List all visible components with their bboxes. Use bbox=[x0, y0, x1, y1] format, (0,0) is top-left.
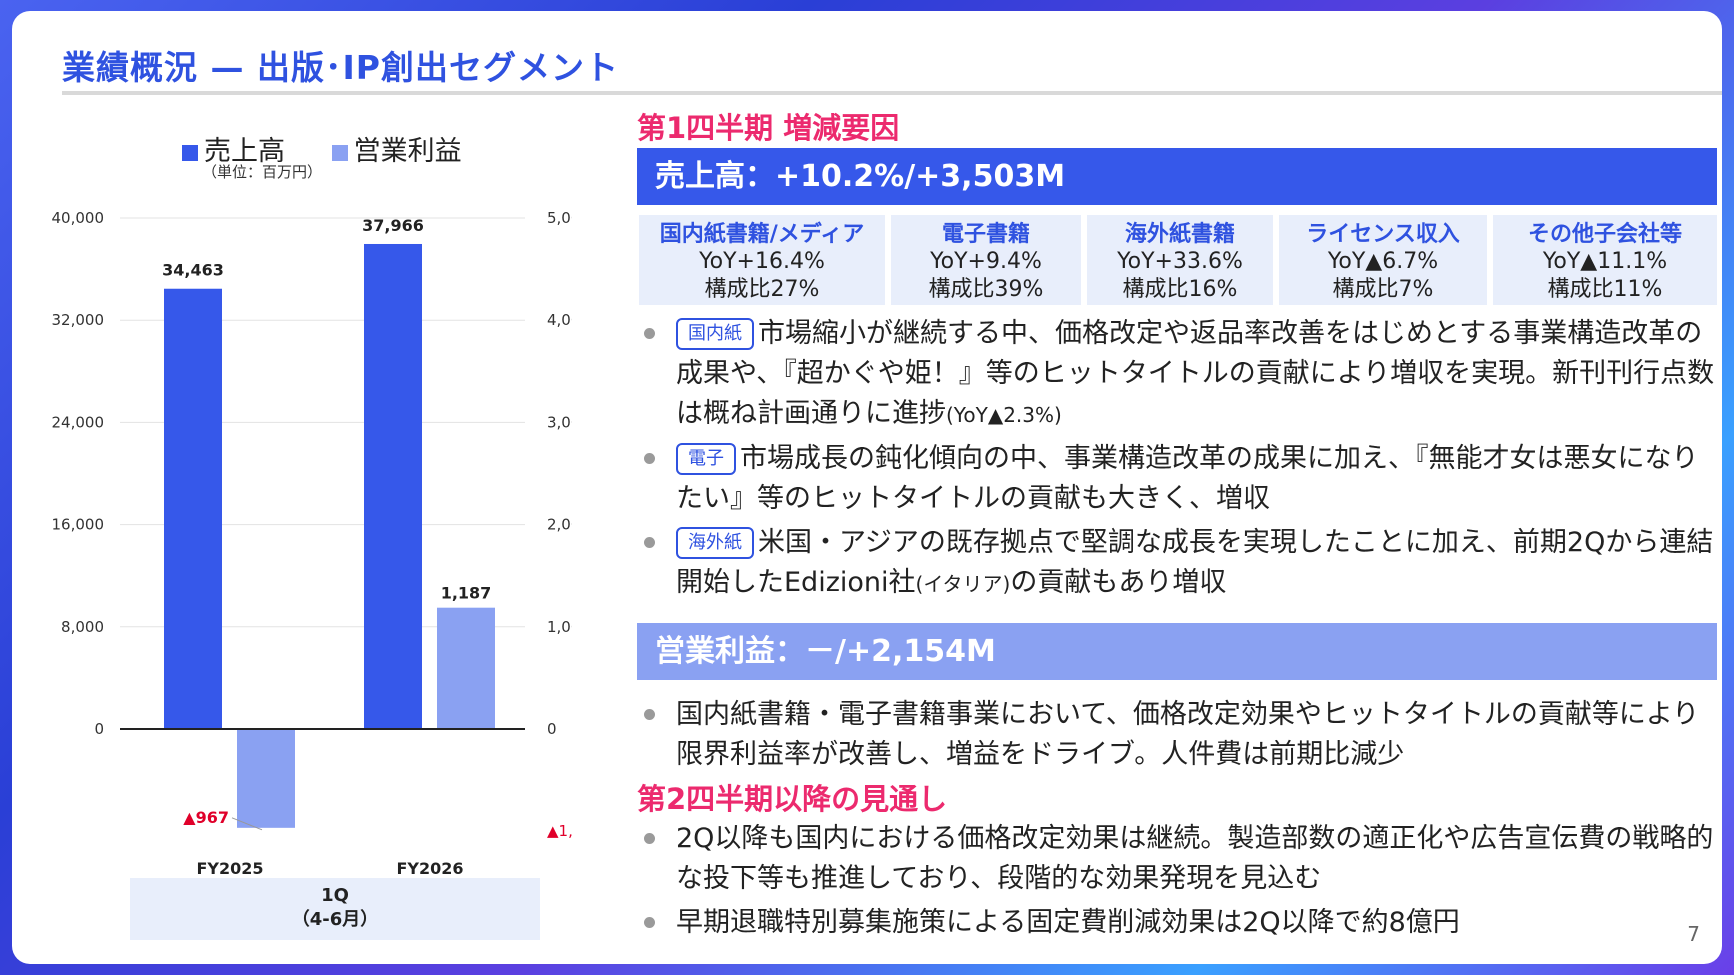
page-title: 業績概況 — 出版･IP創出セグメント bbox=[62, 48, 619, 87]
legend-label-op: 営業利益 bbox=[353, 136, 462, 167]
category-share: 構成比39% bbox=[928, 277, 1044, 302]
bullet-domestic: 国内紙 市場縮小が継続する中、価格改定や返品率改善をはじめとする事業構造改革の成果… bbox=[640, 314, 1720, 435]
category-row: 国内紙書籍/メディア YoY+16.4% 構成比27% 電子書籍 YoY+9.4… bbox=[639, 215, 1717, 305]
category-domestic-print: 国内紙書籍/メディア YoY+16.4% 構成比27% bbox=[639, 215, 885, 305]
title-divider bbox=[62, 91, 1722, 95]
bar-sales bbox=[364, 243, 422, 729]
data-label-op: ▲967 bbox=[183, 808, 229, 827]
right-tick-label: 4,000 bbox=[547, 311, 572, 329]
bullet-text: 米国・アジアの既存拠点で堅調な成長を実現したことに加え、前期2Qから連結開始した… bbox=[676, 527, 1714, 598]
bar-chart: 0 8,000 16,000 24,000 32,000 40,000 ▲1,000 0 1,0… bbox=[52, 209, 573, 878]
category-share: 構成比11% bbox=[1547, 277, 1663, 302]
right-tick-label: 0 bbox=[547, 720, 557, 738]
op-head: 営業利益：－/+2,154M bbox=[637, 623, 1717, 680]
tag-overseas: 海外紙 bbox=[676, 527, 754, 559]
left-tick-label: 24,000 bbox=[52, 413, 105, 431]
category-name: 海外紙書籍 bbox=[1124, 222, 1235, 247]
category-ebook: 電子書籍 YoY+9.4% 構成比39% bbox=[891, 215, 1081, 305]
tag-ebook: 電子 bbox=[676, 443, 736, 475]
left-tick-label: 16,000 bbox=[52, 516, 105, 534]
category-share: 構成比7% bbox=[1332, 277, 1434, 302]
right-tick-label: 2,000 bbox=[547, 516, 572, 534]
outlook-bullet: 2Q以降も国内における価格改定効果は継続。製造部数の適正化や広告宣伝費の戦略的な… bbox=[640, 819, 1720, 899]
bullet-text: 市場成長の鈍化傾向の中、事業構造改革の成果に加え、『無能才女は悪女になりたい』等… bbox=[676, 443, 1699, 514]
category-label: FY2026 bbox=[396, 859, 463, 878]
sales-bullets: 国内紙 市場縮小が継続する中、価格改定や返品率改善をはじめとする事業構造改革の成果… bbox=[640, 314, 1720, 604]
data-label-sales: 34,463 bbox=[162, 261, 224, 280]
sales-head: 売上高：+10.2%/+3,503M bbox=[637, 148, 1717, 205]
category-yoy: YoY+16.4% bbox=[699, 249, 825, 274]
slide: 業績概況 — 出版･IP創出セグメント 売上高 営業利益 （単位：百万円） 0 8… bbox=[12, 11, 1722, 964]
category-license: ライセンス収入 YoY▲6.7% 構成比7% bbox=[1279, 215, 1487, 305]
page-number: 7 bbox=[1687, 922, 1700, 946]
right-tick-label: 3,000 bbox=[547, 413, 572, 431]
legend-item-sales: 売上高 bbox=[182, 129, 285, 168]
outlook-heading: 第2四半期以降の見通し bbox=[637, 782, 948, 816]
legend-swatch-sales bbox=[182, 144, 198, 161]
category-overseas-print: 海外紙書籍 YoY+33.6% 構成比16% bbox=[1087, 215, 1273, 305]
data-label-sales: 37,966 bbox=[362, 216, 424, 235]
bullet-ebook: 電子 市場成長の鈍化傾向の中、事業構造改革の成果に加え、『無能才女は悪女になりたい… bbox=[640, 439, 1720, 519]
period-box: 1Q （4-6月） bbox=[130, 878, 540, 940]
data-label-leader bbox=[231, 817, 263, 831]
category-yoy: YoY▲11.1% bbox=[1542, 249, 1668, 274]
period-label: 1Q bbox=[321, 885, 349, 906]
category-name: ライセンス収入 bbox=[1306, 222, 1460, 247]
chart-unit: （単位：百万円） bbox=[202, 163, 323, 181]
left-tick-label: 0 bbox=[94, 720, 104, 738]
legend-item-op: 営業利益 bbox=[331, 129, 462, 168]
legend-swatch-op bbox=[331, 144, 348, 161]
bullet-note: (YoY▲2.3%) bbox=[946, 403, 1062, 427]
left-tick-label: 40,000 bbox=[52, 209, 105, 227]
category-other: その他子会社等 YoY▲11.1% 構成比11% bbox=[1493, 215, 1717, 305]
category-name: その他子会社等 bbox=[1527, 222, 1682, 247]
tag-domestic: 国内紙 bbox=[676, 318, 754, 350]
op-bullet: 国内紙書籍・電子書籍事業において、価格改定効果やヒットタイトルの貢献等により限界… bbox=[640, 695, 1720, 775]
period-sub: （4-6月） bbox=[291, 909, 379, 930]
category-share: 構成比16% bbox=[1122, 277, 1238, 302]
category-yoy: YoY+9.4% bbox=[930, 249, 1042, 274]
chart-legend: 売上高 営業利益 bbox=[182, 129, 500, 168]
bar-sales bbox=[164, 288, 222, 729]
category-share: 構成比27% bbox=[704, 277, 820, 302]
category-name: 国内紙書籍/メディア bbox=[659, 222, 865, 247]
bullet-note: (イタリア) bbox=[915, 572, 1011, 596]
bar-op bbox=[437, 607, 495, 729]
category-name: 電子書籍 bbox=[941, 222, 1030, 247]
right-tick-label: 5,000 bbox=[547, 209, 572, 227]
right-tick-label: 1,000 bbox=[547, 618, 572, 636]
left-tick-label: 8,000 bbox=[61, 618, 104, 636]
op-bullets: 国内紙書籍・電子書籍事業において、価格改定効果やヒットタイトルの貢献等により限界… bbox=[640, 695, 1720, 775]
outlook-bullet: 早期退職特別募集施策による固定費削減効果は2Q以降で約8億円 bbox=[640, 903, 1720, 943]
outlook-bullets: 2Q以降も国内における価格改定効果は継続。製造部数の適正化や広告宣伝費の戦略的な… bbox=[640, 819, 1720, 943]
category-label: FY2025 bbox=[196, 859, 263, 878]
q1-heading: 第1四半期 増減要因 bbox=[637, 111, 900, 145]
data-label-op: 1,187 bbox=[441, 584, 492, 603]
category-yoy: YoY▲6.7% bbox=[1327, 249, 1439, 274]
category-yoy: YoY+33.6% bbox=[1117, 249, 1243, 274]
bullet-text: 市場縮小が継続する中、価格改定や返品率改善をはじめとする事業構造改革の成果や、『… bbox=[676, 318, 1715, 429]
legend-label-sales: 売上高 bbox=[204, 136, 285, 167]
bar-op bbox=[237, 729, 295, 828]
bullet-text-cont: の貢献もあり増収 bbox=[1010, 567, 1227, 598]
right-tick-label: ▲1,000 bbox=[547, 822, 572, 840]
left-tick-label: 32,000 bbox=[52, 311, 105, 329]
bullet-overseas: 海外紙 米国・アジアの既存拠点で堅調な成長を実現したことに加え、前期2Qから連結開… bbox=[640, 523, 1720, 604]
